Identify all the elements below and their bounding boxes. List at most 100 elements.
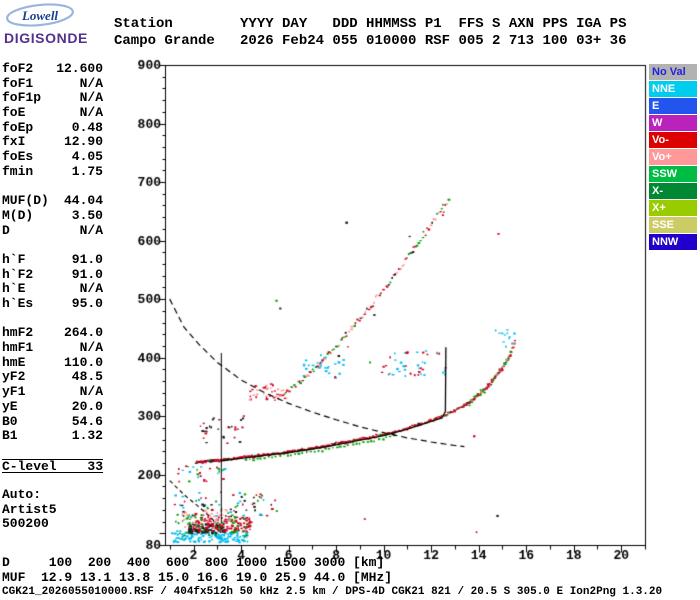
legend-item-e: E bbox=[649, 98, 697, 114]
param-label: M(D) bbox=[2, 207, 34, 223]
param-label: foE bbox=[2, 105, 26, 121]
legend-item-sse: SSE bbox=[649, 217, 697, 233]
param-label: hmF1 bbox=[2, 340, 34, 356]
param-value: 48.5 bbox=[71, 369, 103, 385]
doppler-direction-legend: No Val NNE E W Vo- Vo+ SSW X- X+ SSE NNW bbox=[649, 64, 697, 251]
param-label: fxI bbox=[2, 134, 26, 150]
param-value: 264.0 bbox=[63, 325, 103, 341]
param-label: B1 bbox=[2, 428, 18, 444]
param-row-500200: 500200 bbox=[2, 517, 103, 532]
legend-item-x: X+ bbox=[649, 200, 697, 216]
param-value: N/A bbox=[79, 384, 103, 400]
param-label: hmE bbox=[2, 354, 26, 370]
param-row-hmf1: hmF1 N/A bbox=[2, 340, 103, 356]
param-label: yF2 bbox=[2, 369, 26, 385]
param-value: 12.90 bbox=[63, 134, 103, 150]
param-row-spacer bbox=[2, 312, 103, 327]
param-value: 110.0 bbox=[63, 354, 103, 370]
legend-item-nne: NNE bbox=[649, 81, 697, 97]
param-value: 20.0 bbox=[71, 398, 103, 414]
param-value: 1.75 bbox=[71, 163, 103, 179]
param-row-mufd: MUF(D) 44.04 bbox=[2, 194, 103, 209]
param-value: N/A bbox=[79, 281, 103, 297]
param-row-artist5: Artist5 bbox=[2, 501, 103, 518]
param-value: 0.48 bbox=[71, 119, 103, 135]
param-label: foF2 bbox=[2, 61, 34, 76]
param-row-foes: foEs 4.05 bbox=[2, 149, 103, 165]
param-value: 91.0 bbox=[71, 251, 103, 267]
dmuf-row-d: D 100 200 400 600 800 1000 1500 3000 [km… bbox=[2, 555, 385, 570]
param-label: 500200 bbox=[2, 516, 49, 532]
lowell-swoosh-icon: Lowell bbox=[6, 3, 74, 27]
param-row-hf2: h`F2 91.0 bbox=[2, 266, 103, 283]
param-row-d: D N/A bbox=[2, 222, 103, 239]
param-row-fof1: foF1 N/A bbox=[2, 75, 103, 92]
distance-muf-table: D 100 200 400 600 800 1000 1500 3000 [km… bbox=[2, 555, 393, 585]
param-row-foep: foEp 0.48 bbox=[2, 119, 103, 136]
param-value: 33 bbox=[87, 458, 103, 474]
param-row-foe: foE N/A bbox=[2, 105, 103, 121]
param-row-b1: B1 1.32 bbox=[2, 429, 103, 444]
param-row-yf2: yF2 48.5 bbox=[2, 370, 103, 385]
param-row-spacer bbox=[2, 180, 103, 195]
param-label: Artist5 bbox=[2, 501, 57, 517]
param-row-hf: h`F 91.0 bbox=[2, 251, 103, 268]
param-row-hmf2: hmF2 264.0 bbox=[2, 326, 103, 341]
param-value: 95.0 bbox=[71, 296, 103, 311]
param-row-fmin: fmin 1.75 bbox=[2, 163, 103, 180]
param-row-fxi: fxI 12.90 bbox=[2, 135, 103, 150]
param-row-spacer bbox=[2, 444, 103, 459]
param-value: 44.04 bbox=[63, 193, 103, 209]
logo-digisonde-text: DIGISONDE bbox=[4, 30, 88, 46]
param-value: 12.600 bbox=[56, 61, 103, 76]
param-row-auto: Auto: bbox=[2, 486, 103, 503]
param-label: yF1 bbox=[2, 384, 26, 400]
param-value: N/A bbox=[79, 90, 103, 106]
legend-item-vo: Vo+ bbox=[649, 149, 697, 165]
param-row-clevel: C-level 33 bbox=[2, 458, 103, 474]
legend-item-ssw: SSW bbox=[649, 166, 697, 182]
param-label: hmF2 bbox=[2, 325, 34, 341]
header-column-titles: Station YYYY DAY DDD HHMMSS P1 FFS S AXN… bbox=[114, 16, 627, 32]
param-value: N/A bbox=[79, 340, 103, 356]
param-value: 4.05 bbox=[71, 149, 103, 165]
legend-item-vo: Vo- bbox=[649, 132, 697, 148]
param-label: foF1 bbox=[2, 75, 34, 91]
legend-item-nnw: NNW bbox=[649, 234, 697, 250]
param-label: foEs bbox=[2, 149, 34, 165]
param-row-ye: yE 20.0 bbox=[2, 398, 103, 415]
dmuf-row-muf: MUF 12.9 13.1 13.8 15.0 16.6 19.0 25.9 4… bbox=[2, 569, 393, 585]
file-info-footer: CGK21_2026055010000.RSF / 404fx512h 50 k… bbox=[2, 586, 663, 598]
param-row-fof1p: foF1p N/A bbox=[2, 91, 103, 106]
param-row-spacer bbox=[2, 238, 103, 253]
param-row-b0: B0 54.6 bbox=[2, 413, 103, 430]
param-label: h`E bbox=[2, 281, 26, 297]
param-value: 1.32 bbox=[71, 428, 103, 444]
param-row-he: h`E N/A bbox=[2, 282, 103, 297]
param-label: foF1p bbox=[2, 90, 42, 106]
param-row-fof2: foF2 12.600 bbox=[2, 61, 103, 77]
param-row-spacer bbox=[2, 473, 103, 488]
param-label: B0 bbox=[2, 413, 18, 429]
param-label: Auto: bbox=[2, 486, 42, 502]
legend-item-x: X- bbox=[649, 183, 697, 199]
param-value: 54.6 bbox=[71, 413, 103, 429]
param-row-yf1: yF1 N/A bbox=[2, 384, 103, 400]
param-row-hme: hmE 110.0 bbox=[2, 354, 103, 371]
param-value: N/A bbox=[79, 75, 103, 91]
param-label: h`Es bbox=[2, 296, 34, 311]
legend-item-noval: No Val bbox=[649, 64, 697, 80]
param-label: fmin bbox=[2, 163, 34, 179]
logo-lowell-text: Lowell bbox=[21, 8, 58, 23]
param-label: yE bbox=[2, 398, 18, 414]
param-value: N/A bbox=[79, 222, 103, 238]
param-row-md: M(D) 3.50 bbox=[2, 207, 103, 224]
param-label: D bbox=[2, 222, 10, 238]
param-label: foEp bbox=[2, 119, 34, 135]
param-label: MUF(D) bbox=[2, 193, 49, 209]
lowell-digisonde-logo: Lowell DIGISONDE bbox=[4, 3, 114, 46]
header-station-values: Campo Grande 2026 Feb24 055 010000 RSF 0… bbox=[114, 33, 627, 49]
param-label: h`F2 bbox=[2, 266, 34, 282]
